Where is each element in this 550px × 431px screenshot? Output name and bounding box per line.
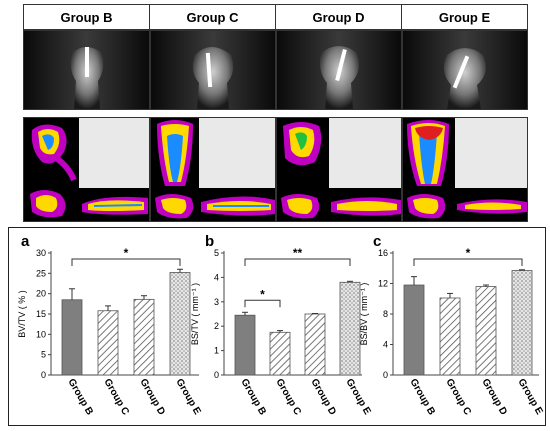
bar xyxy=(97,310,119,376)
significance-label: * xyxy=(466,246,471,260)
panel-label: b xyxy=(205,233,214,250)
x-tick-label: Group E xyxy=(173,377,202,417)
y-tick-label: 0 xyxy=(214,370,219,380)
x-tick-label: Group D xyxy=(308,377,338,417)
significance-label: ** xyxy=(293,246,303,260)
microct-image-group-e xyxy=(402,117,528,222)
x-tick-label: Group E xyxy=(343,377,372,417)
x-tick-label: Group B xyxy=(407,377,437,417)
y-tick-label: 0 xyxy=(383,370,388,380)
x-tick-label: Group E xyxy=(515,377,544,417)
y-tick-label: 2 xyxy=(214,321,219,331)
bar xyxy=(169,272,191,376)
x-tick-label: Group C xyxy=(101,377,131,417)
group-header-e: Group E xyxy=(401,4,528,30)
y-axis-label: BV/TV ( % ) xyxy=(17,290,27,338)
group-header-row: Group B Group C Group D Group E xyxy=(23,4,528,30)
group-header-c: Group C xyxy=(149,4,276,30)
bar xyxy=(511,270,533,376)
xray-image-group-b xyxy=(23,30,150,110)
xray-image-group-c xyxy=(150,30,276,110)
y-tick-label: 0 xyxy=(41,370,46,380)
y-tick-label: 30 xyxy=(36,248,46,258)
significance-label: * xyxy=(124,246,129,260)
charts-panel: a BV/TV ( % ) 0 5 10 15 20 25 30 Group B Group C Gr… xyxy=(8,227,546,426)
x-tick-label: Group B xyxy=(238,377,268,417)
y-axis-label: BS/BV ( mm⁻¹ ) xyxy=(359,283,369,346)
bar xyxy=(234,314,256,376)
panel-label: a xyxy=(21,233,30,250)
y-tick-label: 10 xyxy=(36,329,46,339)
bar xyxy=(403,284,425,376)
y-tick-label: 5 xyxy=(41,350,46,360)
y-tick-label: 3 xyxy=(214,297,219,307)
bar xyxy=(339,281,361,376)
y-tick-label: 12 xyxy=(378,279,388,289)
y-tick-label: 4 xyxy=(383,340,388,350)
significance-bracket xyxy=(244,258,351,266)
bar xyxy=(61,299,83,376)
group-header-b: Group B xyxy=(23,4,150,30)
x-tick-label: Group D xyxy=(137,377,167,417)
xray-image-group-e xyxy=(402,30,528,110)
y-tick-label: 1 xyxy=(214,346,219,356)
y-tick-label: 4 xyxy=(214,272,219,282)
significance-bracket xyxy=(244,299,281,308)
group-header-d: Group D xyxy=(275,4,402,30)
x-tick-label: Group D xyxy=(479,377,509,417)
significance-bracket xyxy=(413,258,523,266)
x-tick-label: Group B xyxy=(65,377,95,417)
bar xyxy=(439,297,461,376)
y-axis-label: BS/TV ( mm⁻¹ ) xyxy=(190,283,200,345)
bar xyxy=(269,331,291,376)
y-tick-label: 15 xyxy=(36,309,46,319)
x-tick-label: Group C xyxy=(443,377,473,417)
bar xyxy=(133,298,155,376)
y-tick-label: 16 xyxy=(378,248,388,258)
significance-label: * xyxy=(260,287,265,301)
microct-image-group-b xyxy=(23,117,150,222)
xray-image-group-d xyxy=(276,30,402,110)
y-tick-label: 20 xyxy=(36,289,46,299)
bar xyxy=(304,313,326,376)
significance-bracket xyxy=(71,258,181,266)
y-tick-label: 8 xyxy=(383,309,388,319)
y-tick-label: 25 xyxy=(36,268,46,278)
bar xyxy=(475,286,497,376)
microct-image-group-c xyxy=(150,117,276,222)
microct-image-group-d xyxy=(276,117,402,222)
y-tick-label: 5 xyxy=(214,248,219,258)
x-tick-label: Group C xyxy=(273,377,303,417)
panel-label: c xyxy=(373,233,381,250)
